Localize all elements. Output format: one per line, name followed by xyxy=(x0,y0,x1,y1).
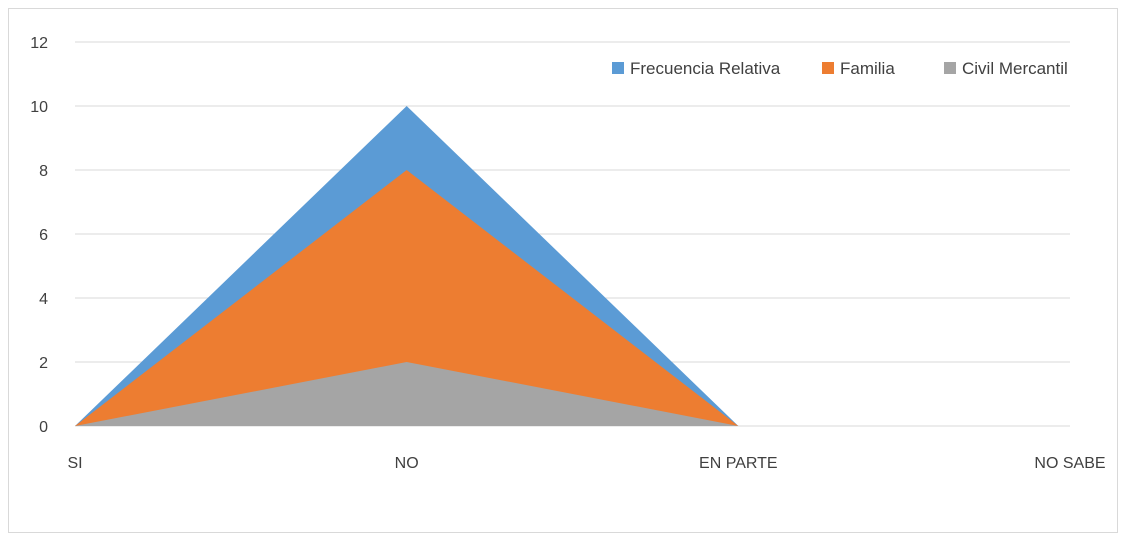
legend-swatch-civil-mercantil xyxy=(944,62,956,74)
y-tick-label: 8 xyxy=(39,163,48,180)
x-tick-label: NO SABE xyxy=(1034,455,1105,472)
y-tick-label: 6 xyxy=(39,227,48,244)
legend-swatch-frecuencia-relativa xyxy=(612,62,624,74)
y-axis-ticks: 0 2 4 6 8 10 12 xyxy=(30,35,48,436)
x-axis-ticks: SI NO EN PARTE NO SABE xyxy=(67,455,1105,472)
legend-swatch-familia xyxy=(822,62,834,74)
legend-label-frecuencia-relativa: Frecuencia Relativa xyxy=(630,59,781,78)
y-tick-label: 10 xyxy=(30,99,48,116)
x-tick-label: NO xyxy=(395,455,419,472)
legend: Frecuencia Relativa Familia Civil Mercanti… xyxy=(612,59,1068,78)
legend-label-civil-mercantil: Civil Mercantil xyxy=(962,59,1068,78)
y-tick-label: 0 xyxy=(39,419,48,436)
legend-label-familia: Familia xyxy=(840,59,895,78)
x-tick-label: SI xyxy=(67,455,82,472)
area-familia xyxy=(75,170,739,426)
y-tick-label: 4 xyxy=(39,291,48,308)
area-series xyxy=(75,106,739,426)
y-tick-label: 12 xyxy=(30,35,48,52)
x-tick-label: EN PARTE xyxy=(699,455,778,472)
y-tick-label: 2 xyxy=(39,355,48,372)
area-civil-mercantil xyxy=(75,362,739,426)
